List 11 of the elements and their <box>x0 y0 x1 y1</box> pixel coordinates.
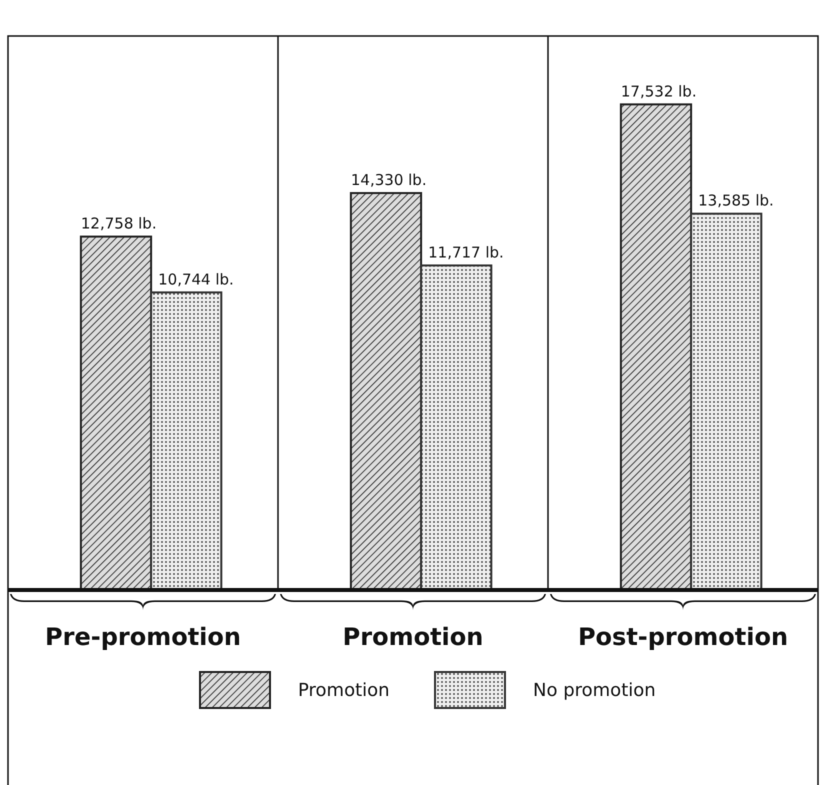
legend-label: Promotion <box>298 680 390 701</box>
data-label: 13,585 lb. <box>698 192 774 210</box>
data-label: 12,758 lb. <box>80 214 157 233</box>
x-tick-label: Post-promotion <box>578 623 788 651</box>
legend-label: No promotion <box>533 680 656 701</box>
data-label: 17,532 lb. <box>620 82 697 100</box>
data-label: 14,330 lb. <box>350 171 427 190</box>
x-tick-label: Pre-promotion <box>45 623 241 651</box>
data-label: 10,744 lb. <box>158 270 234 288</box>
x-tick-label: Promotion <box>342 623 484 651</box>
data-label: 11,717 lb. <box>428 243 504 262</box>
